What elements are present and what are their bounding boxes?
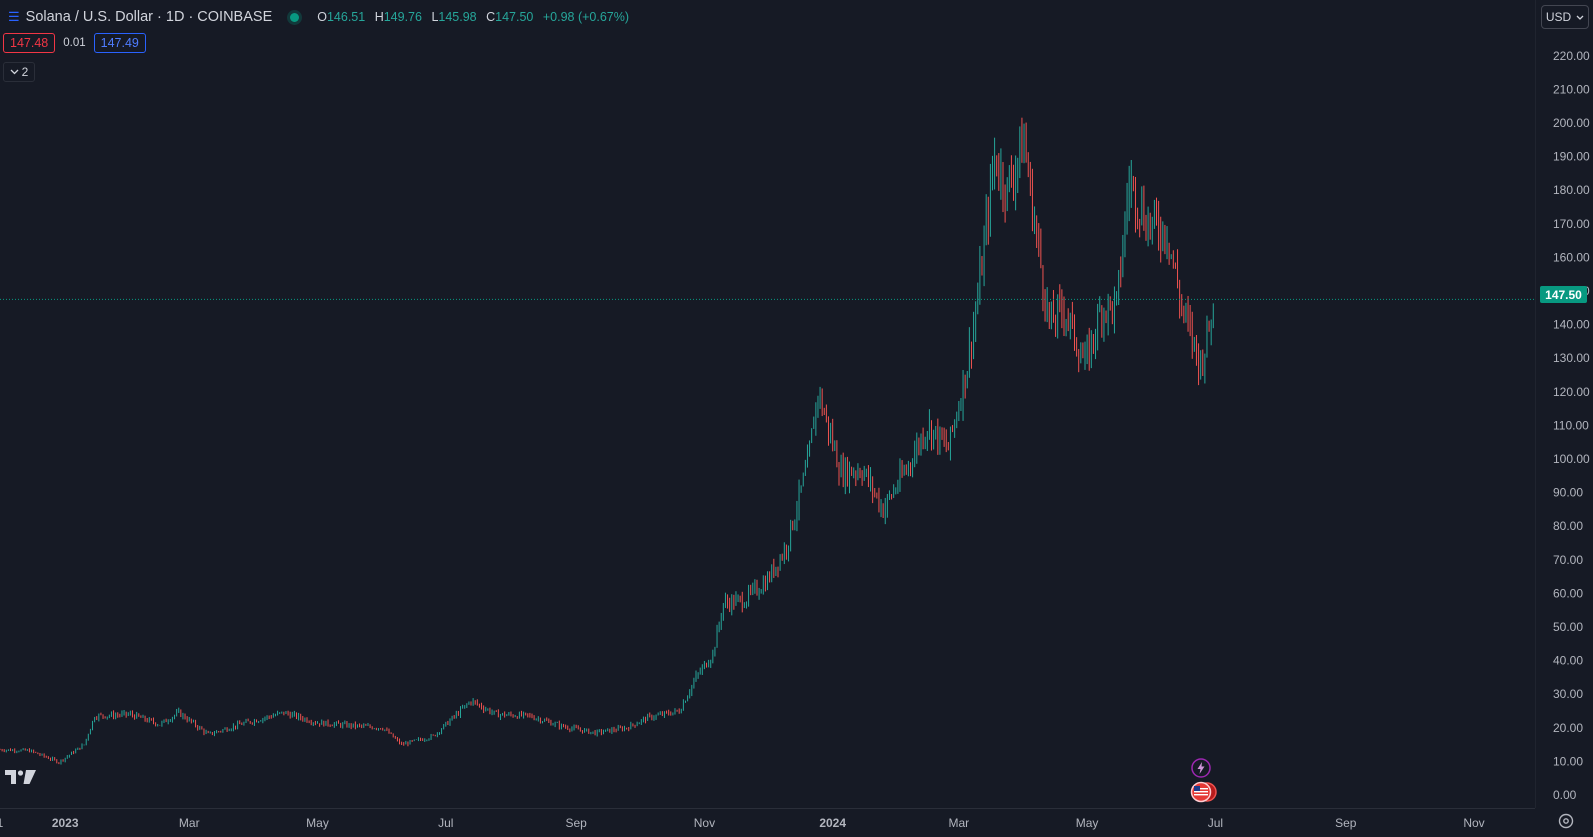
price-tick-label: 90.00 [1553,486,1583,500]
high-label: H [374,10,384,24]
price-tick-label: 120.00 [1553,385,1590,399]
price-tick-label: 30.00 [1553,687,1583,701]
price-tick-label: 40.00 [1553,654,1583,668]
price-tick-label: 0.00 [1553,788,1577,802]
price-tick-label: 220.00 [1553,49,1590,63]
indicators-count: 2 [21,65,29,79]
price-axis[interactable]: 0.00 10.00 20.00 30.00 40.00 50.00 60.00 70.00 8… [1535,0,1593,808]
currency-label: USD [1545,10,1572,24]
hamburger-menu-icon[interactable]: ☰ [8,9,20,24]
open-label: O [317,10,327,24]
time-tick-label: Jul [1208,816,1223,830]
time-tick-label: May [306,816,329,830]
buy-price-button[interactable]: 147.49 [93,33,146,53]
time-tick-label: 1 [0,816,4,830]
time-tick-label: 2023 [52,816,79,830]
price-chart[interactable] [0,0,1535,808]
us-flag-event-icon[interactable] [1190,781,1218,803]
price-tick-label: 70.00 [1553,553,1583,567]
sell-price-button[interactable]: 147.48 [3,33,56,53]
lightning-event-icon[interactable] [1191,758,1211,778]
time-tick-label: Nov [694,816,715,830]
price-tick-label: 190.00 [1553,150,1590,164]
chevron-down-icon [10,69,19,75]
quote-row: 147.48 0.01 147.49 [3,33,146,53]
symbol-title[interactable]: Solana / U.S. Dollar · 1D · COINBASE [25,9,273,25]
change-value: +0.98 (+0.67%) [542,10,630,24]
high-value: 149.76 [383,10,422,24]
price-tick-label: 80.00 [1553,519,1583,533]
close-label: C [486,10,496,24]
last-price-label: 147.50 [1540,286,1587,303]
price-tick-label: 130.00 [1553,351,1590,365]
market-status-icon[interactable] [290,12,300,22]
price-tick-label: 10.00 [1553,754,1583,768]
tradingview-logo[interactable] [5,769,37,785]
price-tick-label: 170.00 [1553,217,1590,231]
time-tick-label: Sep [1335,816,1357,830]
price-tick-label: 20.00 [1553,721,1583,735]
price-tick-label: 60.00 [1553,586,1583,600]
time-tick-label: May [1076,816,1099,830]
chevron-down-icon [1576,15,1584,20]
price-tick-label: 110.00 [1553,418,1589,432]
time-tick-label: 2024 [819,816,846,830]
open-value: 146.51 [326,10,366,24]
indicators-toggle-button[interactable]: 2 [3,62,35,82]
time-axis[interactable]: 1 2023 Mar May Jul Sep Nov 2024 Mar May Jul Sep Nov [0,808,1535,837]
close-value: 147.50 [495,10,534,24]
price-tick-label: 200.00 [1553,116,1590,130]
time-tick-label: Mar [179,816,200,830]
currency-selector[interactable]: USD [1541,5,1589,29]
low-value: 145.98 [438,10,477,24]
price-tick-label: 160.00 [1553,250,1590,264]
time-tick-label: Sep [565,816,587,830]
ohlc-values: O146.51 H149.76 L145.98 C147.50 +0.98 (+… [317,10,635,24]
time-tick-label: Mar [949,816,970,830]
low-label: L [431,10,439,24]
price-tick-label: 210.00 [1553,82,1590,96]
price-tick-label: 180.00 [1553,183,1590,197]
price-tick-label: 50.00 [1553,620,1583,634]
candlestick-series [0,117,1214,765]
time-tick-label: Nov [1463,816,1484,830]
price-tick-label: 100.00 [1553,452,1590,466]
spread-value: 0.01 [63,37,86,49]
time-tick-label: Jul [438,816,453,830]
settings-gear-icon[interactable] [1557,812,1575,830]
symbol-legend: ☰ Solana / U.S. Dollar · 1D · COINBASE O… [8,7,635,27]
price-tick-label: 140.00 [1553,318,1590,332]
